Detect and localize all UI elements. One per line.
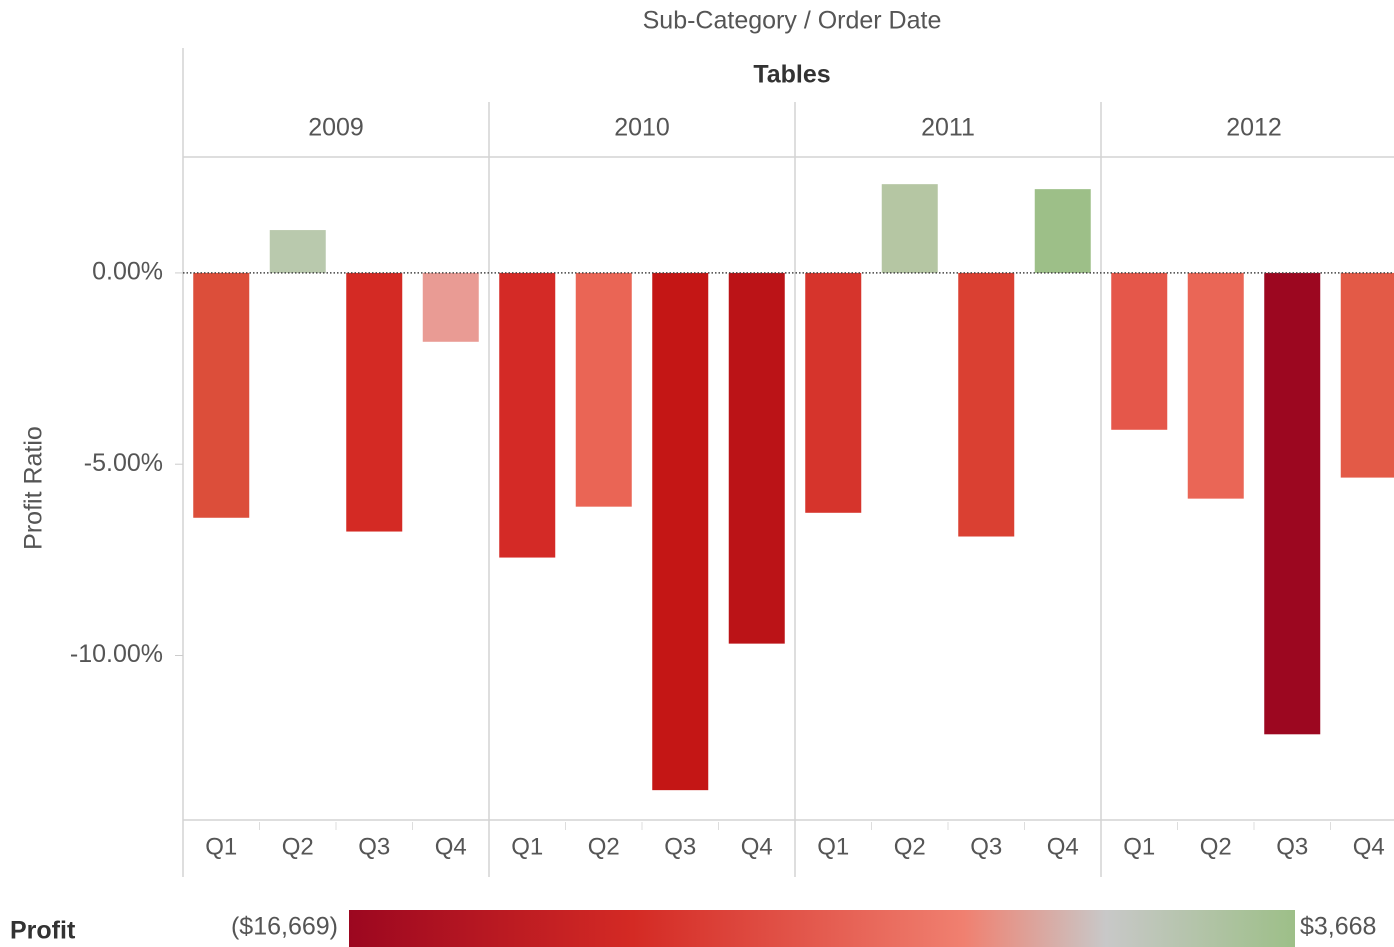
x-tick-label: Q1 — [1123, 833, 1155, 860]
legend-gradient — [349, 910, 1295, 947]
bar — [269, 230, 326, 273]
y-tick-label: -5.00% — [84, 449, 163, 477]
bar — [1264, 272, 1321, 735]
x-tick-label: Q1 — [817, 833, 849, 860]
chart-title: Sub-Category / Order Date — [643, 7, 942, 35]
bar — [1187, 272, 1244, 499]
group-label: 2009 — [308, 114, 364, 142]
x-tick-label: Q3 — [1276, 833, 1308, 860]
x-tick-label: Q3 — [664, 833, 696, 860]
y-tick-label: -10.00% — [70, 640, 163, 668]
bar — [193, 272, 250, 518]
legend-title: Profit — [10, 917, 76, 945]
x-tick-label: Q3 — [970, 833, 1002, 860]
x-tick-label: Q4 — [1353, 833, 1385, 860]
y-tick-label: 0.00% — [92, 258, 163, 286]
x-tick-label: Q2 — [1200, 833, 1232, 860]
x-tick-label: Q1 — [511, 833, 543, 860]
x-tick-label: Q4 — [741, 833, 773, 860]
bar — [881, 184, 938, 273]
bar — [728, 272, 785, 644]
group-label: 2012 — [1226, 114, 1282, 142]
x-tick-label: Q2 — [282, 833, 314, 860]
y-axis-title: Profit Ratio — [20, 426, 48, 550]
bar — [805, 272, 862, 513]
bar — [1034, 189, 1091, 273]
bar — [1340, 272, 1394, 478]
bar — [499, 272, 556, 558]
x-tick-label: Q4 — [435, 833, 467, 860]
bar — [958, 272, 1015, 537]
facet-label: Tables — [753, 61, 830, 89]
bar — [346, 272, 403, 532]
x-tick-label: Q2 — [894, 833, 926, 860]
group-label: 2011 — [921, 114, 975, 142]
x-tick-label: Q3 — [358, 833, 390, 860]
bar — [575, 272, 632, 507]
legend-min: ($16,669) — [231, 913, 338, 941]
x-tick-label: Q2 — [588, 833, 620, 860]
bar — [422, 272, 479, 342]
group-label: 2010 — [614, 114, 670, 142]
x-tick-label: Q1 — [205, 833, 237, 860]
x-tick-label: Q4 — [1047, 833, 1079, 860]
bar — [1111, 272, 1168, 430]
legend-max: $3,668 — [1300, 913, 1376, 941]
bar — [652, 272, 709, 791]
